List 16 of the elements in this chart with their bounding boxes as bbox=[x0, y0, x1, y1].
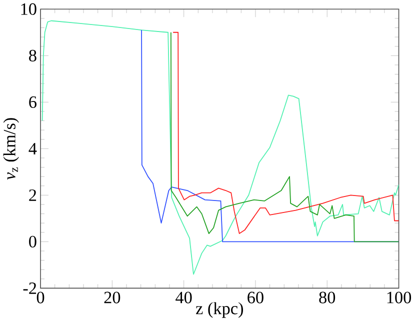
x-tick-label: 100 bbox=[387, 292, 412, 304]
x-tick-label: 60 bbox=[248, 292, 264, 304]
y-tick-label: 2 bbox=[29, 189, 36, 201]
y-axis-title: v$_{z}$ (km/s) bbox=[3, 118, 19, 180]
line-series bbox=[42, 20, 399, 275]
y-tick-label: 0 bbox=[29, 236, 36, 248]
y-tick-label: -2 bbox=[23, 282, 36, 294]
x-tick-label: 40 bbox=[176, 292, 192, 304]
x-tick-label: 0 bbox=[36, 292, 44, 304]
y-tick-label: 4 bbox=[28, 142, 37, 154]
x-axis-title: z (kpc) bbox=[196, 302, 244, 318]
y-tick-label: 10 bbox=[21, 3, 36, 15]
y-tick-label: 6 bbox=[29, 96, 36, 108]
y-tick-label: 8 bbox=[29, 50, 36, 62]
x-tick-label: 80 bbox=[319, 292, 336, 304]
x-tick-label: 20 bbox=[104, 292, 120, 304]
